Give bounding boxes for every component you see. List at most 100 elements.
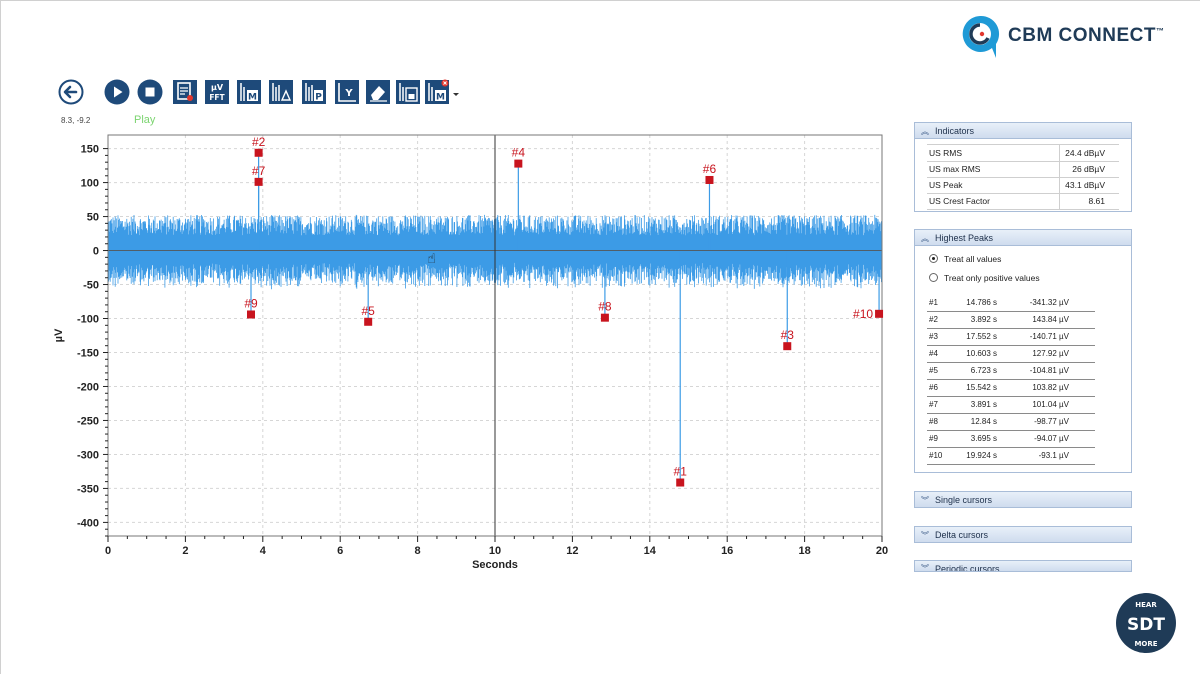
back-button[interactable] [58, 79, 84, 105]
divider [1059, 161, 1060, 177]
peak-id: #9 [929, 434, 938, 443]
peak-id: #10 [929, 451, 943, 460]
svg-text:FFT: FFT [209, 93, 225, 102]
chat-bubble-logo-icon [962, 15, 1000, 59]
indicators-header[interactable]: ︽ Indicators [914, 122, 1132, 139]
peak-value: -140.71 µV [1029, 332, 1069, 341]
markers-button[interactable]: M [236, 79, 262, 105]
divider [1059, 145, 1060, 161]
y-tick-label: 150 [81, 144, 99, 156]
indicator-value: 26 dBµV [1072, 164, 1105, 174]
peak-row: #8 12.84 s -98.77 µV [927, 413, 1095, 431]
y-tick-label: -350 [77, 483, 99, 495]
peak-label: #8 [598, 300, 612, 314]
stop-icon [137, 79, 163, 105]
cursor-coordinates: 8.3, -9.2 [61, 116, 91, 125]
x-tick-label: 12 [566, 545, 578, 557]
expand-chevron-icon: ︾ [921, 496, 929, 505]
peak-label: #2 [252, 135, 266, 149]
indicator-value: 24.4 dBµV [1065, 148, 1105, 158]
expand-chevron-icon: ︾ [921, 531, 929, 540]
export-doc-icon [173, 80, 197, 104]
peak-id: #5 [929, 366, 938, 375]
play-button[interactable] [104, 79, 130, 105]
arrow-left-icon [58, 79, 84, 105]
svg-text:M: M [248, 93, 257, 103]
peak-id: #8 [929, 417, 938, 426]
divider [1059, 193, 1060, 209]
periodic-cursors-header[interactable]: ︾ Periodic cursors [914, 560, 1132, 572]
x-tick-label: 4 [260, 545, 267, 557]
peak-time: 10.603 s [966, 349, 997, 358]
export-button[interactable] [172, 79, 198, 105]
fft-icon: µV FFT [205, 80, 229, 104]
peak-value: -94.07 µV [1034, 434, 1069, 443]
save-button[interactable] [395, 79, 421, 105]
indicator-value: 43.1 dBµV [1065, 180, 1105, 190]
caret-down-icon [453, 93, 459, 96]
y-tick-label: -300 [77, 449, 99, 461]
collapse-chevron-icon: ︽ [921, 234, 929, 243]
peak-value: -341.32 µV [1029, 298, 1069, 307]
indicator-row: US Crest Factor 8.61 [927, 193, 1119, 209]
waveform-chart[interactable]: 0 2 4 6 8 10 12 14 16 18 20 150 100 50 0 -50 -100 -150 -20… [40, 128, 890, 578]
delta-button[interactable] [268, 79, 294, 105]
peak-id: #2 [929, 315, 938, 324]
y-tick-label: -250 [77, 415, 99, 427]
peak-row: #4 10.603 s 127.92 µV [927, 345, 1095, 363]
peak-time: 3.695 s [970, 434, 997, 443]
x-tick-label: 14 [644, 545, 657, 557]
fft-button[interactable]: µV FFT [204, 79, 230, 105]
collapse-chevron-icon: ︽ [921, 127, 929, 136]
hand-cursor-icon: ☝ [427, 251, 436, 267]
panel-title: Single cursors [935, 495, 993, 505]
stop-button[interactable] [137, 79, 163, 105]
peak-label: #9 [244, 296, 258, 310]
delta-cursors-header[interactable]: ︾ Delta cursors [914, 526, 1132, 543]
play-tooltip: Play [134, 114, 156, 126]
y-tick-label: -200 [77, 381, 99, 393]
peak-row: #6 15.542 s 103.82 µV [927, 379, 1095, 397]
peak-id: #1 [929, 298, 938, 307]
save-icon [396, 80, 420, 104]
svg-text:SDT: SDT [1127, 615, 1165, 635]
peak-marker [364, 317, 373, 326]
peak-time: 15.542 s [966, 383, 997, 392]
play-icon [104, 79, 130, 105]
svg-text:HEAR: HEAR [1135, 601, 1157, 609]
x-tick-label: 18 [798, 545, 810, 557]
periodic-button[interactable]: P [301, 79, 327, 105]
divider [927, 209, 1119, 210]
y-tick-label: -100 [77, 314, 99, 326]
panel-title: Delta cursors [935, 530, 989, 540]
y-axis-label: µV [53, 328, 65, 342]
x-tick-label: 6 [337, 545, 343, 557]
sdt-logo-icon: SDT HEAR MORE [1116, 593, 1176, 653]
x-tick-label: 16 [721, 545, 733, 557]
expand-chevron-icon: ︾ [921, 564, 929, 572]
svg-text:µV: µV [211, 83, 224, 92]
y-tick-label: -50 [83, 280, 99, 292]
peak-row: #10 19.924 s -93.1 µV [927, 447, 1095, 465]
waveform-svg[interactable]: 0 2 4 6 8 10 12 14 16 18 20 150 100 50 0 -50 -100 -150 -20… [40, 128, 890, 578]
eraser-icon [366, 80, 390, 104]
highest-peaks-header[interactable]: ︽ Highest Peaks [914, 229, 1132, 246]
brand-name: CBM CONNECT™ [1008, 25, 1165, 46]
marker-remove-button[interactable]: M [424, 79, 450, 105]
erase-button[interactable] [365, 79, 391, 105]
peak-time: 17.552 s [966, 332, 997, 341]
svg-text:MORE: MORE [1134, 640, 1157, 648]
peak-marker [783, 342, 792, 351]
y-axis-button[interactable]: Y [334, 79, 360, 105]
toolbar-dropdown-arrow[interactable] [451, 79, 461, 105]
indicator-row: US max RMS 26 dBµV [927, 161, 1119, 177]
single-cursors-header[interactable]: ︾ Single cursors [914, 491, 1132, 508]
window-top-border [0, 0, 1200, 1]
peak-time: 3.892 s [970, 315, 997, 324]
indicators-title: Indicators [935, 126, 975, 136]
y-tick-label: 100 [81, 178, 99, 190]
peak-label: #3 [781, 328, 795, 342]
peak-id: #7 [929, 400, 938, 409]
divider [1059, 177, 1060, 193]
sdt-badge-logo: SDT HEAR MORE [1115, 592, 1177, 654]
